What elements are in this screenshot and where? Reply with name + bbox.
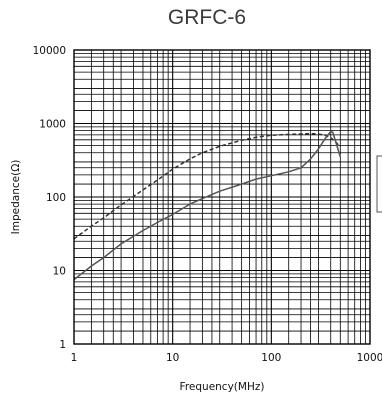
y-tick-label: 10000 bbox=[33, 45, 66, 57]
series-line-2 bbox=[73, 130, 342, 281]
plot-area bbox=[73, 49, 371, 345]
x-tick-label: 1000 bbox=[357, 352, 382, 364]
series-group bbox=[73, 130, 342, 281]
y-tick-labels: 1 10 100 1000 10000 bbox=[33, 45, 66, 351]
x-tick-label: 1 bbox=[71, 352, 78, 364]
chart-title: GRFC-6 bbox=[168, 6, 246, 29]
y-tick-label: 100 bbox=[46, 192, 66, 204]
series-line-1 bbox=[73, 132, 341, 240]
plot-frame bbox=[73, 49, 371, 345]
x-tick-label: 100 bbox=[261, 352, 281, 364]
grid-lines bbox=[74, 50, 370, 344]
legend-bracket bbox=[376, 155, 382, 213]
y-axis-label: Impedance(Ω) bbox=[10, 160, 22, 235]
y-tick-label: 1 bbox=[59, 339, 66, 351]
y-tick-label: 10 bbox=[53, 266, 66, 278]
y-tick-label: 1000 bbox=[39, 119, 66, 131]
x-axis-label: Frequency(MHz) bbox=[180, 381, 265, 393]
x-tick-label: 10 bbox=[166, 352, 179, 364]
x-tick-labels: 1 10 100 1000 bbox=[71, 352, 382, 364]
